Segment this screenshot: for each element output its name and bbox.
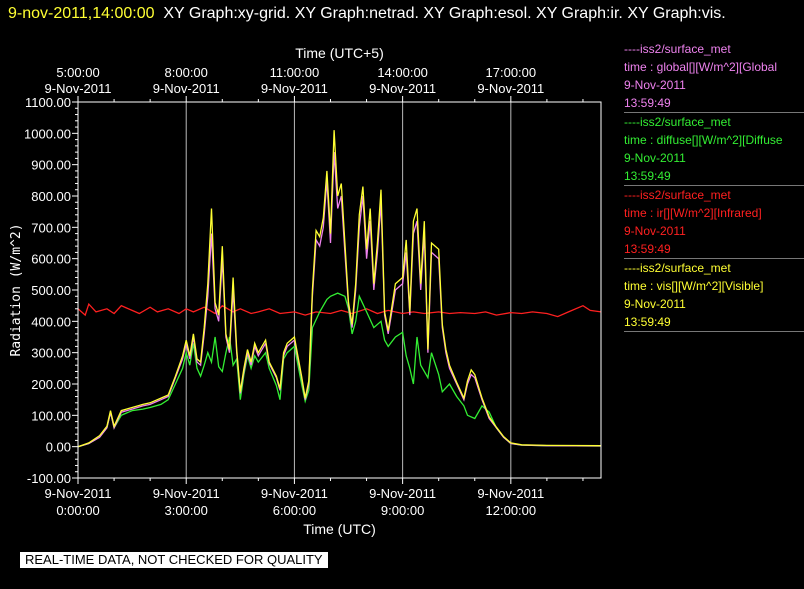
x-tick-time: 12:00:00 <box>486 503 537 518</box>
x2-tick-date: 9-Nov-2011 <box>45 81 112 96</box>
legend-source: ----iss2/surface_met <box>624 188 731 202</box>
x2-tick-time: 8:00:00 <box>165 65 208 80</box>
series-line-diffuse <box>77 292 602 448</box>
y-tick-label: 100.00 <box>31 408 71 423</box>
y-tick-label: 0.00 <box>46 440 71 455</box>
x-tick-time: 3:00:00 <box>165 503 208 518</box>
x-tick-time: 0:00:00 <box>56 503 99 518</box>
graph-header: 9-nov-2011,14:00:00 XY Graph:xy-grid. XY… <box>8 2 798 25</box>
y-tick-label: 400.00 <box>31 314 71 329</box>
y-axis-label: Radiation (W/m^2) <box>9 223 24 356</box>
header-graph-list: XY Graph:xy-grid. XY Graph:netrad. XY Gr… <box>163 5 726 22</box>
x2-axis-label: Time (UTC+5) <box>295 45 384 61</box>
y-tick-label: 600.00 <box>31 252 71 267</box>
y-axis: -100.00 0.00 100.00 200.00 300.00 400.00 500.0… <box>24 95 78 486</box>
x2-tick-date: 9-Nov-2011 <box>369 81 436 96</box>
header-timestamp: 9-nov-2011,14:00:00 <box>8 5 155 22</box>
series-line-vis <box>77 130 602 448</box>
y-tick-label: 1000.00 <box>24 126 71 141</box>
legend-variable: time : vis[][W/m^2][Visible] <box>624 279 764 293</box>
x-tick-date: 9-Nov-2011 <box>477 486 544 501</box>
legend-date: 9-Nov-2011 <box>624 224 686 238</box>
legend-variable: time : diffuse[][W/m^2][Diffuse <box>624 133 783 147</box>
legend-time: 13:59:49 <box>624 96 671 110</box>
series-line-global <box>77 152 602 448</box>
legend-variable: time : global[][W/m^2][Global <box>624 60 778 74</box>
x-tick-date: 9-Nov-2011 <box>45 486 112 501</box>
legend-time: 13:59:49 <box>624 315 671 329</box>
x-axis-top: 5:00:009-Nov-20118:00:009-Nov-201111:00:… <box>45 65 584 102</box>
y-tick-label: -100.00 <box>27 471 71 486</box>
legend-source: ----iss2/surface_met <box>624 115 731 129</box>
x-axis-label: Time (UTC) <box>303 521 376 537</box>
x2-tick-date: 9-Nov-2011 <box>261 81 328 96</box>
legend-date: 9-Nov-2011 <box>624 151 686 165</box>
quality-disclaimer: REAL-TIME DATA, NOT CHECKED FOR QUALITY <box>20 552 328 568</box>
x-axis-bottom: 9-Nov-2011 0:00:00 9-Nov-2011 3:00:00 9-Nov-… <box>45 478 584 518</box>
y-tick-label: 900.00 <box>31 158 71 173</box>
legend-source: ----iss2/surface_met <box>624 261 731 275</box>
y-tick-label: 200.00 <box>31 377 71 392</box>
x2-tick-date: 9-Nov-2011 <box>153 81 220 96</box>
y-tick-label: 700.00 <box>31 220 71 235</box>
legend-source: ----iss2/surface_met <box>624 42 731 56</box>
plot-frame <box>77 101 602 479</box>
x-tick-time: 9:00:00 <box>381 503 424 518</box>
legend-date: 9-Nov-2011 <box>624 78 686 92</box>
x2-tick-time: 11:00:00 <box>270 65 320 80</box>
x2-tick-time: 5:00:00 <box>56 65 99 80</box>
x2-tick-date: 9-Nov-2011 <box>477 81 544 96</box>
y-tick-label: 500.00 <box>31 283 71 298</box>
x2-tick-time: 17:00:00 <box>486 65 537 80</box>
chart-grid <box>185 102 512 478</box>
legend-variable: time : ir[][W/m^2][Infrared] <box>624 206 762 220</box>
y-tick-label: 800.00 <box>31 189 71 204</box>
legend-time: 13:59:49 <box>624 242 671 256</box>
x-tick-date: 9-Nov-2011 <box>369 486 436 501</box>
x-tick-date: 9-Nov-2011 <box>153 486 220 501</box>
chart-series <box>77 130 602 448</box>
y-tick-label: 300.00 <box>31 346 71 361</box>
x2-tick-time: 14:00:00 <box>377 65 428 80</box>
x-tick-time: 6:00:00 <box>273 503 316 518</box>
x-tick-date: 9-Nov-2011 <box>261 486 328 501</box>
series-line-ir <box>77 302 602 318</box>
legend-date: 9-Nov-2011 <box>624 297 686 311</box>
legend-time: 13:59:49 <box>624 169 671 183</box>
y-tick-label: 1100.00 <box>25 95 71 110</box>
